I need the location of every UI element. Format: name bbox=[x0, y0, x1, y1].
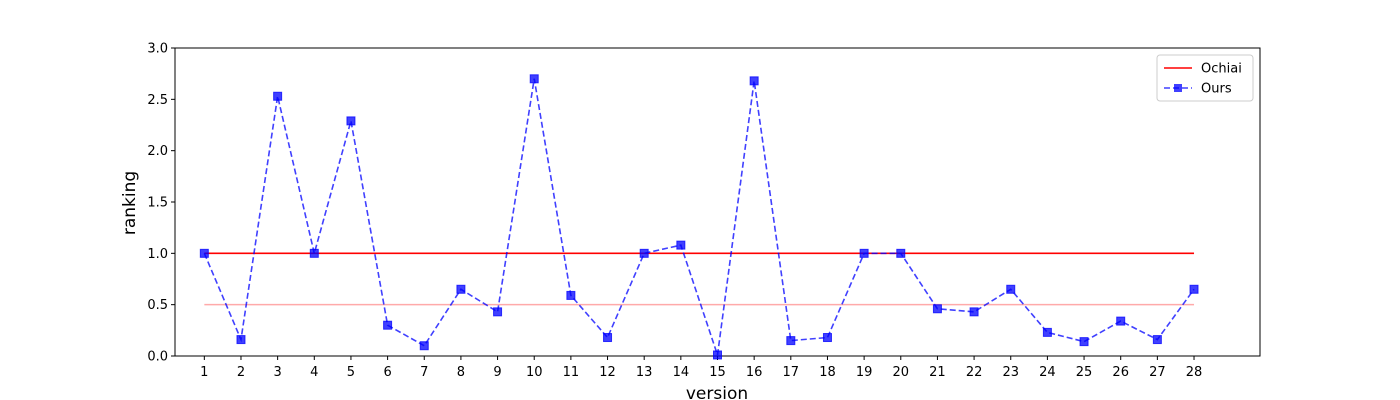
data-point-ours bbox=[749, 76, 759, 86]
x-tick-label: 4 bbox=[310, 365, 318, 380]
data-point-ours bbox=[309, 248, 319, 258]
x-tick-label: 12 bbox=[599, 365, 616, 380]
x-tick-label: 8 bbox=[457, 365, 465, 380]
y-tick-label: 3.0 bbox=[147, 42, 168, 57]
data-point-ours bbox=[566, 290, 576, 300]
data-point-ours bbox=[346, 116, 356, 126]
x-tick-label: 22 bbox=[966, 365, 983, 380]
x-tick-label: 27 bbox=[1149, 365, 1166, 380]
x-tick-label: 17 bbox=[783, 365, 800, 380]
x-tick-label: 16 bbox=[746, 365, 763, 380]
data-point-ours bbox=[456, 284, 466, 294]
data-point-ours bbox=[529, 74, 539, 84]
data-point-ours bbox=[273, 91, 283, 101]
x-tick-label: 15 bbox=[709, 365, 726, 380]
data-point-ours bbox=[1189, 284, 1199, 294]
series-line-ours bbox=[203, 78, 1195, 356]
x-tick-label: 3 bbox=[273, 365, 281, 380]
x-tick-label: 9 bbox=[493, 365, 501, 380]
x-tick-label: 23 bbox=[1002, 365, 1019, 380]
data-point-ours bbox=[713, 350, 722, 360]
data-point-ours bbox=[419, 341, 429, 351]
data-point-ours bbox=[493, 307, 503, 317]
data-point-ours bbox=[639, 248, 649, 258]
y-tick-label: 1.5 bbox=[147, 196, 168, 211]
x-tick-label: 7 bbox=[420, 365, 428, 380]
x-tick-label: 24 bbox=[1039, 365, 1056, 380]
data-point-ours bbox=[1079, 337, 1089, 347]
x-tick-label: 2 bbox=[237, 365, 245, 380]
data-point-ours bbox=[1042, 327, 1052, 337]
data-point-ours bbox=[786, 336, 796, 346]
x-tick-label: 1 bbox=[200, 365, 208, 380]
data-point-ours bbox=[1006, 284, 1016, 294]
x-tick-label: 18 bbox=[819, 365, 836, 380]
y-tick-label: 0.0 bbox=[147, 350, 168, 365]
data-point-ours bbox=[969, 307, 979, 317]
data-point-ours bbox=[1116, 316, 1126, 326]
data-point-ours bbox=[236, 335, 246, 345]
data-point-ours bbox=[1152, 335, 1162, 345]
plot-frame bbox=[174, 47, 1261, 357]
data-point-ours bbox=[383, 320, 393, 330]
y-tick-label: 2.0 bbox=[147, 144, 168, 159]
legend-marker-ours bbox=[1174, 84, 1182, 92]
y-tick-label: 0.5 bbox=[147, 298, 168, 313]
data-point-ours bbox=[859, 248, 869, 258]
legend: Ochiai Ours bbox=[1156, 54, 1254, 102]
x-tick-label: 13 bbox=[636, 365, 653, 380]
x-tick-label: 11 bbox=[563, 365, 580, 380]
y-axis-label: ranking bbox=[120, 171, 140, 235]
plot-area: 0.00.51.01.52.02.53.01 2 3 4 5 6 7 8 9 10 11 12 13 14… bbox=[147, 42, 1261, 380]
x-tick-label: 14 bbox=[673, 365, 690, 380]
data-point-ours bbox=[932, 304, 942, 314]
x-tick-label: 25 bbox=[1076, 365, 1093, 380]
x-tick-label: 6 bbox=[383, 365, 391, 380]
x-tick-label: 21 bbox=[929, 365, 946, 380]
data-point-ours bbox=[822, 333, 832, 343]
x-tick-label: 26 bbox=[1112, 365, 1129, 380]
y-tick-label: 2.5 bbox=[147, 93, 168, 108]
data-point-ours bbox=[199, 248, 209, 258]
legend-label-ours: Ours bbox=[1201, 82, 1232, 97]
x-tick-label: 20 bbox=[893, 365, 910, 380]
x-axis-label: version bbox=[686, 384, 748, 400]
x-tick-label: 10 bbox=[526, 365, 543, 380]
x-tick-label: 5 bbox=[347, 365, 355, 380]
data-point-ours bbox=[676, 240, 686, 250]
x-tick-label: 19 bbox=[856, 365, 873, 380]
data-point-ours bbox=[896, 248, 906, 258]
legend-label-ochiai: Ochiai bbox=[1201, 62, 1242, 77]
x-tick-label: 28 bbox=[1186, 365, 1203, 380]
y-tick-label: 1.0 bbox=[147, 247, 168, 262]
data-point-ours bbox=[603, 333, 613, 343]
